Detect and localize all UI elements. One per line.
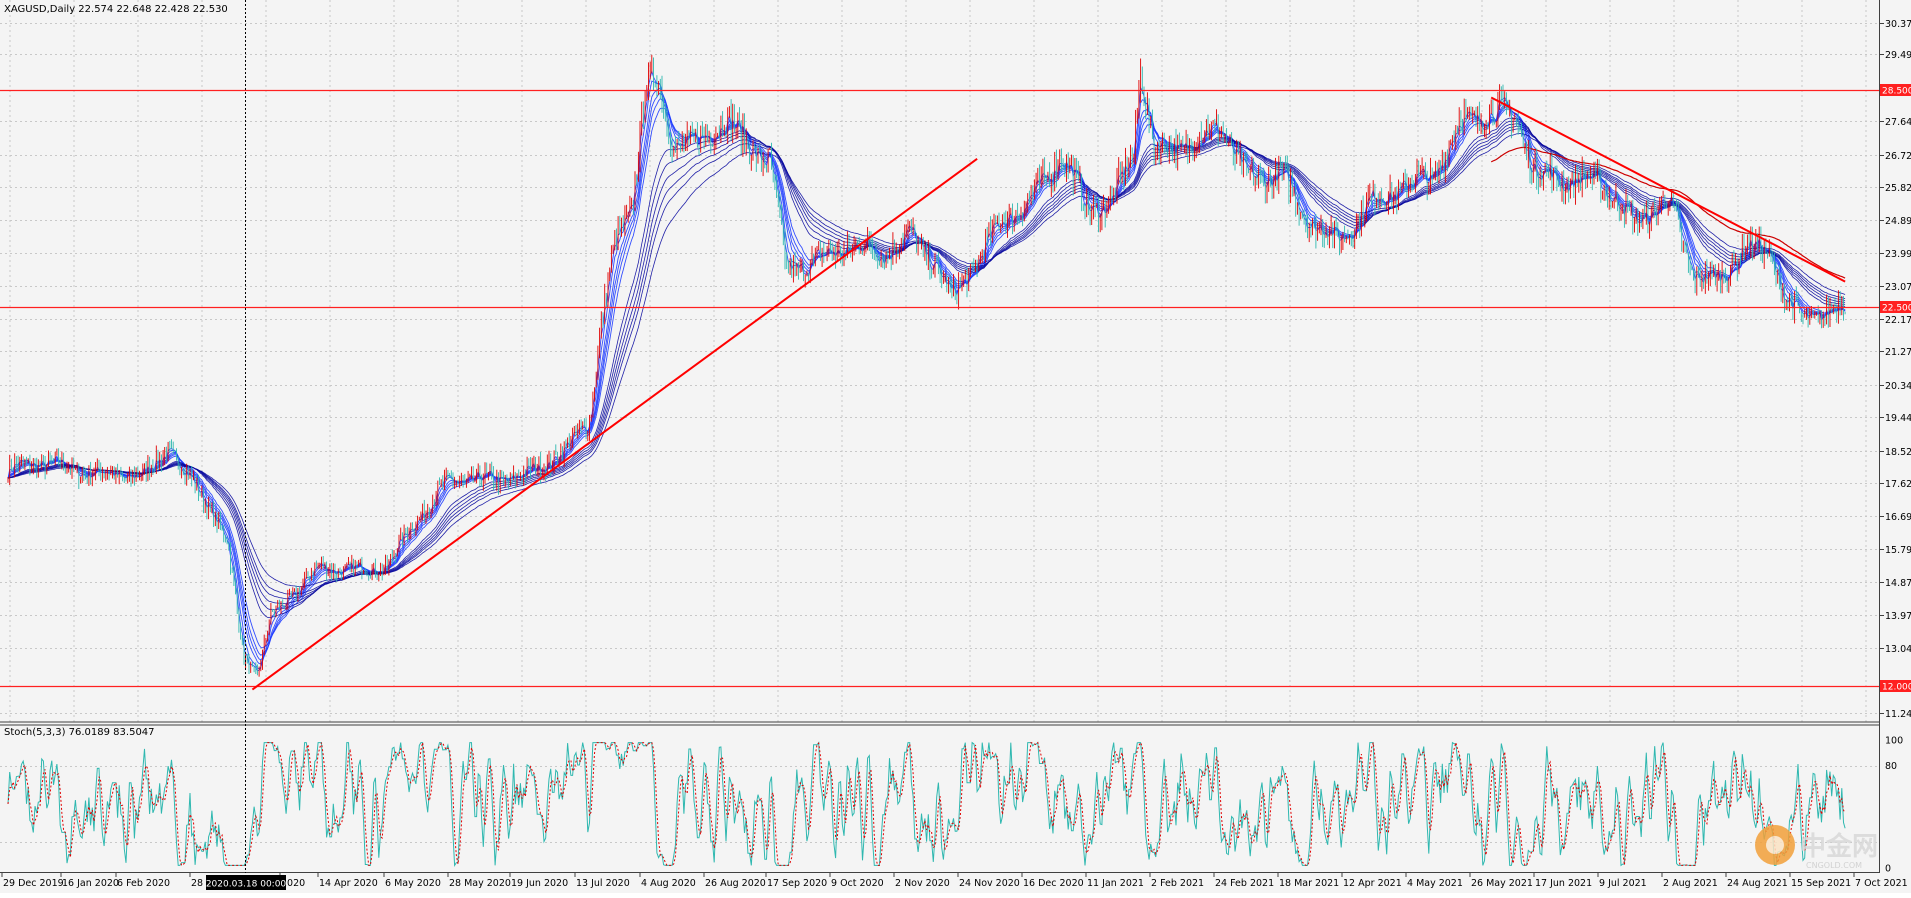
time-tick-label: 24 Feb 2021 xyxy=(1215,878,1274,889)
time-tick-label: 16 Dec 2020 xyxy=(1023,878,1084,889)
time-tick-label: 4 Aug 2020 xyxy=(641,878,696,889)
trendline[interactable] xyxy=(251,158,978,691)
time-tick-label: 2020 xyxy=(281,878,305,889)
watermark: 中金网 CNGOLD.COM xyxy=(1755,825,1878,870)
price-tick-label: 19.445 xyxy=(1885,413,1911,424)
price-tick-label: 27.645 xyxy=(1885,117,1911,128)
level-badge-label: 12.000 xyxy=(1882,683,1911,693)
time-tick-label: 17 Sep 2020 xyxy=(767,878,827,889)
trendlines[interactable] xyxy=(251,96,1846,691)
stochastic-lines xyxy=(7,740,1846,868)
price-tick-label: 29.495 xyxy=(1885,50,1911,61)
level-badge-label: 28.500 xyxy=(1882,87,1911,97)
time-tick-label: 17 Jun 2021 xyxy=(1535,878,1592,889)
price-axis[interactable]: 30.370 29.495 27.645 26.720 25.820 24.895 23.9… xyxy=(1880,19,1911,720)
time-tick-label: 9 Jul 2021 xyxy=(1599,878,1647,889)
price-tick-label: 30.370 xyxy=(1885,19,1911,30)
price-tick-label: 18.520 xyxy=(1885,447,1911,458)
watermark-logo-core xyxy=(1766,836,1784,854)
time-tick-label: 19 Jun 2020 xyxy=(511,878,568,889)
time-tick-label: 2 Aug 2021 xyxy=(1663,878,1718,889)
price-tick-label: 23.995 xyxy=(1885,249,1911,260)
stoch-signal-line xyxy=(7,740,1846,867)
time-tick-label: 12 Apr 2021 xyxy=(1343,878,1402,889)
level-badges: 28.500 22.500 12.000 xyxy=(1880,84,1911,693)
time-tick-label: 29 Dec 2019 xyxy=(3,878,64,889)
price-tick-label: 20.345 xyxy=(1885,381,1911,392)
time-tick-label: 28 xyxy=(191,878,203,889)
stochastic-grid xyxy=(0,766,1880,843)
horizontal-levels[interactable] xyxy=(0,89,1880,688)
time-tick-label: 16 Jan 2020 xyxy=(62,878,119,889)
time-tick-label: 6 Feb 2020 xyxy=(117,878,170,889)
time-tick-label: 9 Oct 2020 xyxy=(831,878,884,889)
time-tick-label: 24 Aug 2021 xyxy=(1727,878,1788,889)
time-axis-bg xyxy=(0,873,1880,893)
grid xyxy=(0,0,1880,722)
stoch-tick-label: 100 xyxy=(1885,736,1903,747)
price-tick-label: 13.045 xyxy=(1885,644,1911,655)
crosshair-time-box xyxy=(206,875,286,890)
price-tick-label: 22.170 xyxy=(1885,315,1911,326)
time-tick-label: 18 Mar 2021 xyxy=(1279,878,1339,889)
price-tick-label: 23.070 xyxy=(1885,282,1911,293)
candlesticks xyxy=(7,54,1846,677)
time-tick-label: 2 Nov 2020 xyxy=(895,878,950,889)
price-tick-label: 26.720 xyxy=(1885,151,1911,162)
level-badge-label: 22.500 xyxy=(1882,304,1911,314)
watermark-subtext: CNGOLD.COM xyxy=(1806,861,1862,870)
price-tick-label: 21.270 xyxy=(1885,347,1911,358)
level-badge xyxy=(1880,680,1911,692)
level-badge xyxy=(1880,84,1911,96)
price-tick-label: 15.795 xyxy=(1885,545,1911,556)
price-tick-label: 14.870 xyxy=(1885,578,1911,589)
price-tick-label: 17.620 xyxy=(1885,479,1911,490)
level-badge xyxy=(1880,301,1911,313)
time-tick-label: 26 May 2021 xyxy=(1471,878,1533,889)
time-tick-label: 4 May 2021 xyxy=(1407,878,1463,889)
price-tick-label: 13.970 xyxy=(1885,611,1911,622)
stochastic-label: Stoch(5,3,3) 76.0189 83.5047 xyxy=(4,727,155,738)
stoch-tick-label: 80 xyxy=(1885,761,1897,772)
trendline[interactable] xyxy=(1490,96,1846,283)
time-tick-label: 13 Jul 2020 xyxy=(576,878,630,889)
time-tick-label: 6 May 2020 xyxy=(385,878,441,889)
ma-line xyxy=(7,133,1846,588)
price-tick-label: 16.695 xyxy=(1885,512,1911,523)
time-tick-label: 11 Jan 2021 xyxy=(1087,878,1144,889)
time-tick-label: 28 May 2020 xyxy=(449,878,511,889)
symbol-info: XAGUSD,Daily 22.574 22.648 22.428 22.530 xyxy=(4,4,228,15)
time-tick-label: 14 Apr 2020 xyxy=(319,878,378,889)
stoch-tick-label: 0 xyxy=(1885,864,1891,875)
price-tick-label: 25.820 xyxy=(1885,183,1911,194)
time-tick-label: 7 Oct 2021 xyxy=(1855,878,1908,889)
time-tick-label: 2 Feb 2021 xyxy=(1151,878,1204,889)
crosshair-time-label: 2020.03.18 00:00 xyxy=(206,880,287,890)
price-axis-bg xyxy=(1880,0,1911,893)
stochastic-axis: 100 80 0 xyxy=(1885,736,1903,875)
watermark-text: 中金网 xyxy=(1800,831,1878,862)
time-tick-label: 24 Nov 2020 xyxy=(959,878,1020,889)
time-tick-label: 26 Aug 2020 xyxy=(705,878,766,889)
stoch-main-line xyxy=(7,741,1846,868)
price-tick-label: 24.895 xyxy=(1885,216,1911,227)
price-tick-label: 11.245 xyxy=(1885,709,1911,720)
time-tick-label: 15 Sep 2021 xyxy=(1791,878,1851,889)
